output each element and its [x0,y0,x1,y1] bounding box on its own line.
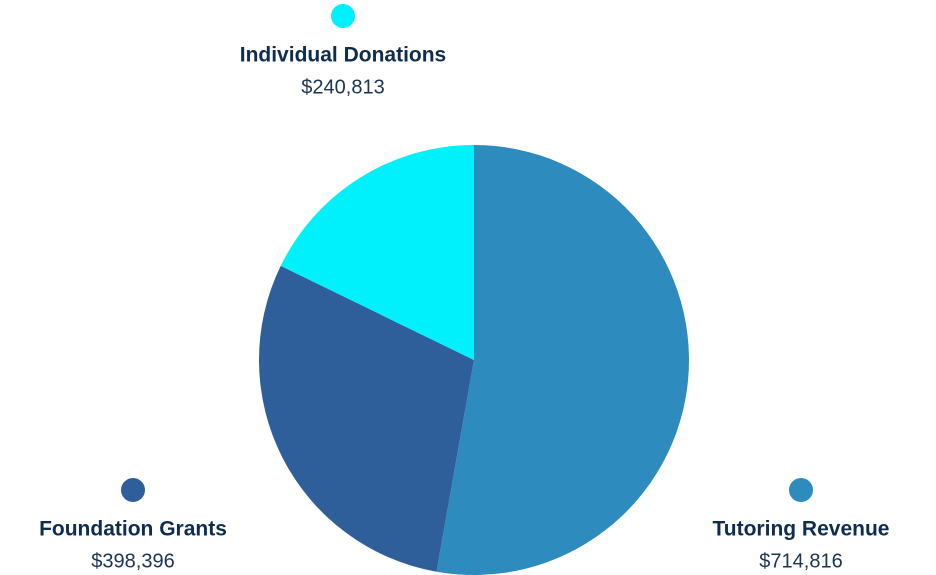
slice-value-label: $240,813 [301,76,384,98]
pie-slice [436,145,690,575]
slice-value-label: $398,396 [91,550,174,572]
pie-slice [280,145,474,360]
slice-label: Foundation Grants [39,518,227,541]
slice-value-label: $714,816 [759,550,842,572]
slice-label: Tutoring Revenue [713,518,890,541]
slice-label: Individual Donations [240,44,447,67]
pie-slice [258,265,474,572]
legend-marker [121,478,145,502]
legend-marker [789,478,813,502]
legend-marker [331,4,355,28]
